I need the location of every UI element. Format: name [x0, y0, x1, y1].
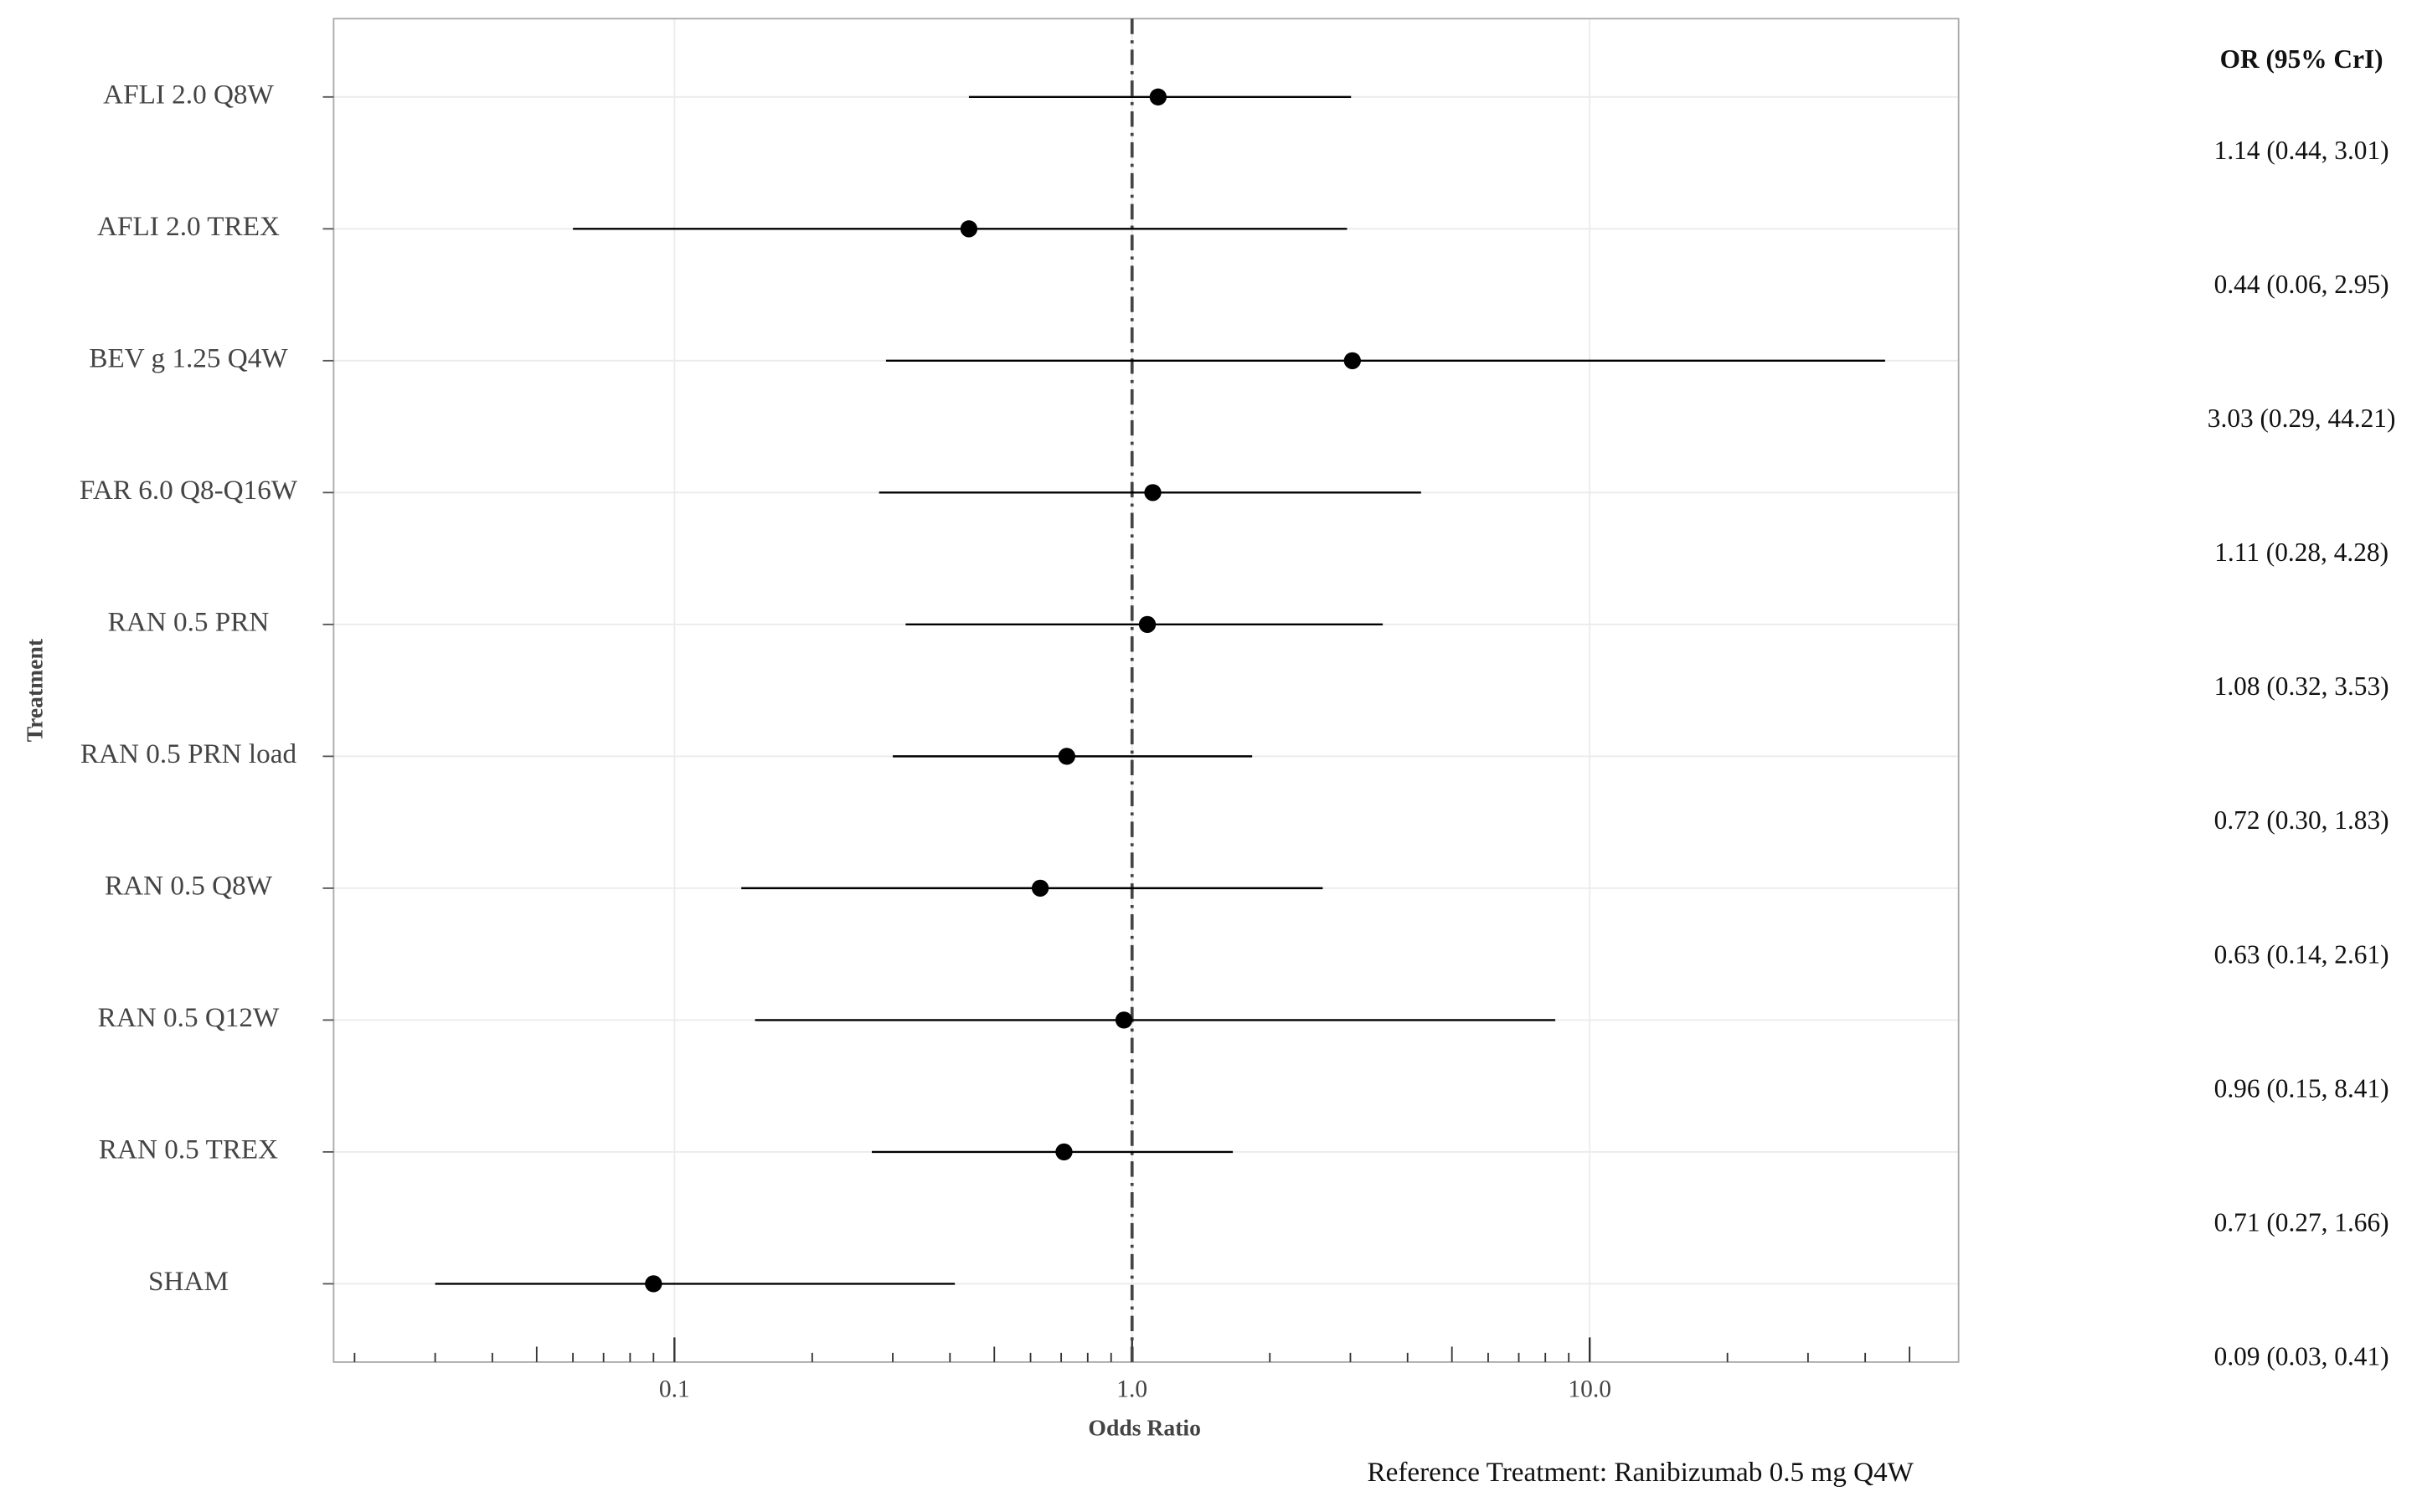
table-header: OR (95% CrI): [2220, 44, 2383, 74]
value-label: 0.09 (0.03, 0.41): [2214, 1341, 2389, 1371]
value-label: 1.08 (0.32, 3.53): [2214, 671, 2389, 701]
point: [645, 1275, 662, 1293]
point: [1115, 1011, 1133, 1029]
value-label: 0.71 (0.27, 1.66): [2214, 1207, 2389, 1237]
point: [1058, 748, 1075, 765]
category-label: FAR 6.0 Q8-Q16W: [80, 475, 298, 506]
point: [1144, 484, 1162, 501]
point: [960, 220, 978, 238]
value-label: 3.03 (0.29, 44.21): [2208, 404, 2396, 433]
category-label: SHAM: [148, 1266, 229, 1297]
point: [1149, 88, 1167, 105]
category-label: RAN 0.5 TREX: [99, 1134, 278, 1165]
value-label: 1.14 (0.44, 3.01): [2214, 136, 2389, 165]
category-label: RAN 0.5 PRN: [108, 606, 270, 637]
footnote: Reference Treatment: Ranibizumab 0.5 mg …: [1367, 1457, 1914, 1488]
category-label: RAN 0.5 PRN load: [80, 738, 297, 769]
y-axis-title: Treatment: [22, 638, 48, 742]
point: [1055, 1143, 1073, 1161]
value-label: 1.11 (0.28, 4.28): [2214, 537, 2389, 567]
x-axis-title: Odds Ratio: [1088, 1414, 1200, 1440]
category-label: RAN 0.5 Q8W: [105, 870, 273, 901]
x-tick-label: 1.0: [1116, 1376, 1147, 1403]
value-label: 0.96 (0.15, 8.41): [2214, 1073, 2389, 1103]
category-label: AFLI 2.0 Q8W: [103, 79, 274, 110]
category-label: AFLI 2.0 TREX: [97, 211, 280, 242]
value-label: 0.63 (0.14, 2.61): [2214, 939, 2389, 969]
value-label: 0.72 (0.30, 1.83): [2214, 805, 2389, 835]
x-tick-label: 0.1: [659, 1376, 690, 1403]
panel-border: [332, 18, 1960, 1363]
point: [1138, 615, 1157, 634]
category-label: BEV g 1.25 Q4W: [89, 342, 288, 373]
x-tick-label: 10.0: [1568, 1376, 1611, 1403]
value-label: 0.44 (0.06, 2.95): [2214, 270, 2389, 299]
point: [1343, 352, 1361, 369]
point: [1031, 879, 1049, 897]
category-label: RAN 0.5 Q12W: [98, 1002, 280, 1033]
